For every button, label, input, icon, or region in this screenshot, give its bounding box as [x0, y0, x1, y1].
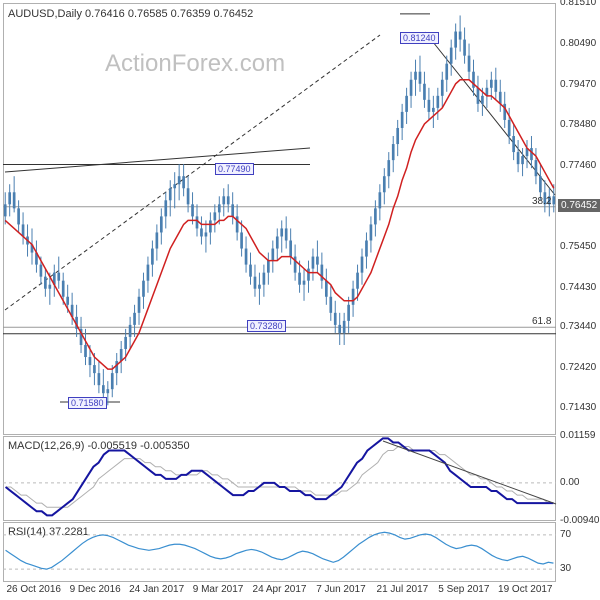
y-axis-label: 0.75450 [560, 241, 596, 252]
x-axis-label: 9 Mar 2017 [188, 584, 248, 595]
y-axis-label: 0.71430 [560, 402, 596, 413]
current-price-box: 0.76452 [558, 199, 600, 212]
x-axis-label: 7 Jun 2017 [311, 584, 371, 595]
x-axis-label: 24 Apr 2017 [250, 584, 310, 595]
y-axis-label: 0.81510 [560, 0, 596, 8]
price-annotation: 0.77490 [215, 163, 254, 175]
price-annotation: 0.81240 [400, 32, 439, 44]
x-axis-label: 21 Jul 2017 [372, 584, 432, 595]
x-axis-label: 26 Oct 2016 [4, 584, 64, 595]
y-axis-label: 0.72420 [560, 362, 596, 373]
fib-label: 38.2 [532, 196, 551, 207]
rsi-axis-label: 30 [560, 563, 571, 574]
x-axis-label: 5 Sep 2017 [434, 584, 494, 595]
fib-label: 61.8 [532, 316, 551, 327]
macd-axis-label: 0.01159 [560, 430, 595, 441]
price-svg [0, 0, 600, 600]
y-axis-label: 0.73440 [560, 321, 596, 332]
x-axis-label: 19 Oct 2017 [495, 584, 555, 595]
y-axis-label: 0.80490 [560, 38, 596, 49]
macd-axis-label: -0.00940 [560, 515, 599, 526]
x-axis-label: 9 Dec 2016 [65, 584, 125, 595]
y-axis-label: 0.74430 [560, 282, 596, 293]
y-axis-label: 0.78480 [560, 119, 596, 130]
rsi-axis-label: 70 [560, 529, 571, 540]
price-annotation: 0.71580 [68, 397, 107, 409]
y-axis-label: 0.77460 [560, 160, 596, 171]
y-axis-label: 0.79470 [560, 79, 596, 90]
macd-axis-label: 0.00 [560, 477, 579, 488]
x-axis-label: 24 Jan 2017 [127, 584, 187, 595]
price-annotation: 0.73280 [247, 320, 286, 332]
